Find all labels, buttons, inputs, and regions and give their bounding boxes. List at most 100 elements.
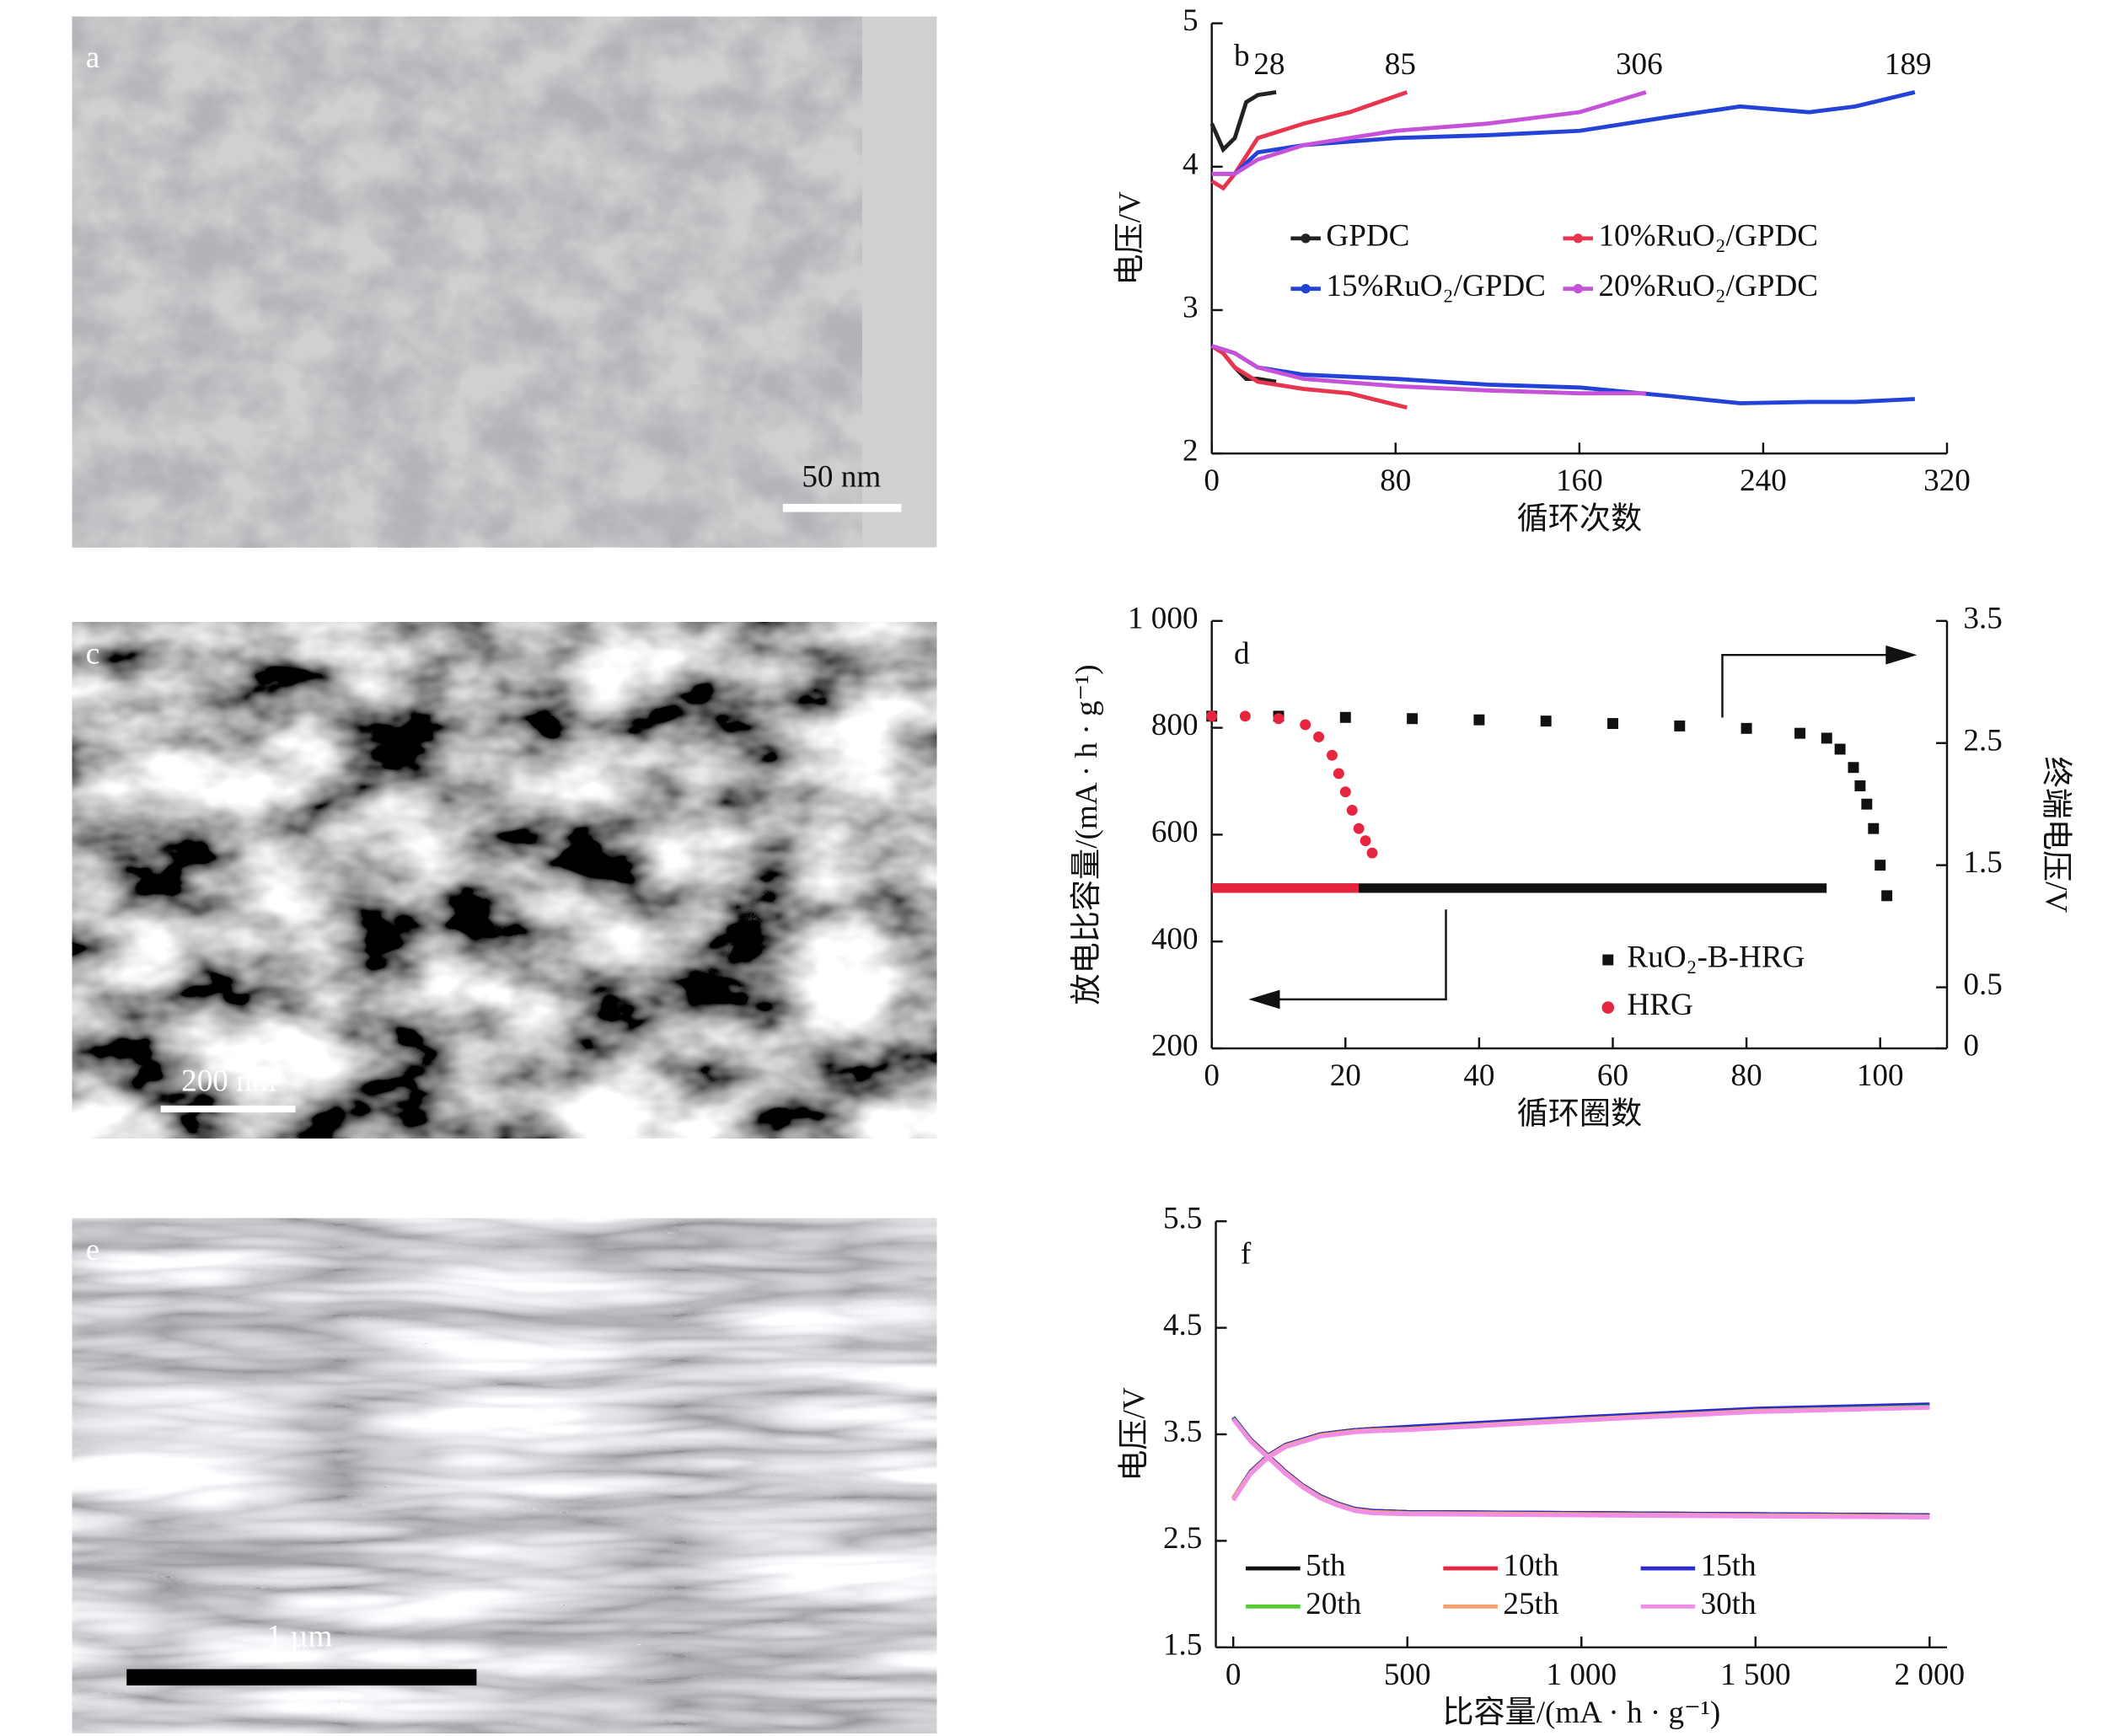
voltage-marker	[1848, 762, 1859, 774]
x-tick-label: 2 000	[1895, 1658, 1966, 1692]
x-tick-label: 20	[1330, 1058, 1361, 1093]
x-tick-label: 1 000	[1546, 1658, 1617, 1692]
micrograph-e: e 1 µm	[72, 1218, 937, 1733]
y-tick-label: 4	[1183, 147, 1199, 181]
legend-marker	[1602, 954, 1614, 966]
legend-marker	[1301, 284, 1311, 294]
y2-tick-label: 0	[1963, 1029, 1979, 1064]
voltage-marker	[1875, 860, 1886, 871]
y-tick-label: 3.5	[1163, 1415, 1202, 1449]
panel-label: b	[1234, 39, 1250, 73]
voltage-marker	[1333, 768, 1344, 780]
y-axis-title: 电压/V	[1113, 191, 1148, 286]
voltage-marker	[1353, 822, 1365, 834]
x-tick-label: 1 500	[1720, 1658, 1791, 1692]
panel-label: a	[86, 40, 100, 75]
y-axis-title: 放电比容量/(mA · h · g⁻¹)	[1069, 664, 1104, 1005]
voltage-marker	[1794, 727, 1805, 739]
scale-bar-label: 200 nm	[181, 1064, 276, 1099]
charge-curve	[1211, 90, 1916, 176]
scale-bar-label: 50 nm	[802, 459, 881, 494]
voltage-marker	[1206, 710, 1218, 722]
y-tick-label: 2.5	[1163, 1521, 1202, 1556]
voltage-marker	[1674, 720, 1686, 731]
legend-marker	[1573, 233, 1583, 244]
voltage-marker	[1346, 804, 1358, 816]
y-tick-label: 200	[1151, 1029, 1199, 1064]
y2-tick-label: 3.5	[1963, 601, 2002, 635]
voltage-marker	[1366, 847, 1378, 859]
legend-label: 10th	[1503, 1549, 1558, 1583]
x-axis-title: 循环圈数	[1517, 1096, 1643, 1131]
voltage-marker	[1868, 822, 1880, 834]
annotation: 189	[1885, 47, 1932, 82]
annotation: 85	[1385, 47, 1416, 82]
panel-label: f	[1241, 1237, 1252, 1272]
discharge-curve	[1210, 344, 1408, 410]
annotation: 306	[1616, 47, 1663, 82]
legend-label: 5th	[1306, 1549, 1346, 1583]
x-tick-label: 240	[1740, 463, 1787, 498]
voltage-marker	[1339, 711, 1351, 723]
voltage-marker	[1473, 714, 1485, 726]
panel-label: c	[86, 636, 100, 671]
x-tick-label: 0	[1226, 1658, 1242, 1692]
voltage-marker	[1407, 713, 1419, 725]
voltage-marker	[1273, 713, 1285, 725]
x-tick-label: 0	[1204, 1058, 1220, 1093]
legend-marker	[1301, 233, 1311, 244]
voltage-marker	[1854, 780, 1866, 791]
y-tick-label: 1 000	[1128, 601, 1199, 635]
voltage-marker	[1326, 749, 1338, 761]
x-tick-label: 500	[1384, 1658, 1431, 1692]
annotation: 28	[1253, 47, 1285, 82]
x-axis-title: 比容量/(mA · h · g⁻¹)	[1442, 1695, 1720, 1730]
legend-label: GPDC	[1326, 218, 1409, 253]
voltage-marker	[1239, 710, 1251, 722]
voltage-marker	[1339, 786, 1351, 798]
legend-label: RuO₂-B-HRG	[1627, 940, 1805, 975]
legend-label: 20th	[1306, 1587, 1361, 1621]
y-tick-label: 3	[1183, 290, 1199, 324]
x-tick-label: 0	[1204, 463, 1220, 498]
x-tick-label: 160	[1556, 463, 1603, 498]
micrograph-c: c 200 nm	[72, 622, 937, 1139]
y2-tick-label: 0.5	[1963, 967, 2002, 1002]
y-tick-label: 800	[1151, 708, 1199, 742]
panel-label: e	[86, 1233, 100, 1267]
y-tick-label: 5	[1183, 3, 1199, 38]
legend-marker	[1601, 1001, 1615, 1014]
scale-bar-label: 1 µm	[266, 1620, 332, 1654]
x-tick-label: 100	[1857, 1058, 1904, 1093]
y2-tick-label: 1.5	[1963, 845, 2002, 880]
legend-marker	[1573, 284, 1583, 294]
discharge-curve	[1210, 344, 1646, 396]
y-tick-label: 400	[1151, 922, 1199, 956]
x-tick-label: 80	[1731, 1058, 1762, 1093]
x-tick-label: 80	[1380, 463, 1411, 498]
scale-bar	[782, 503, 902, 512]
y-tick-label: 4.5	[1163, 1308, 1202, 1342]
x-tick-label: 320	[1923, 463, 1971, 498]
axis-arrows	[1248, 645, 1918, 1010]
voltage-marker	[1300, 719, 1311, 731]
charge-curve	[1210, 89, 1277, 153]
voltage-marker	[1740, 722, 1752, 734]
scale-bar	[126, 1669, 477, 1686]
voltage-marker	[1821, 732, 1832, 744]
legend-label: 25th	[1503, 1587, 1558, 1621]
voltage-marker	[1540, 715, 1552, 727]
voltage-marker	[1861, 798, 1873, 810]
voltage-marker	[1313, 731, 1325, 742]
legend-label: 30th	[1701, 1587, 1757, 1621]
charge-curve	[1231, 1405, 1930, 1502]
x-axis-title: 循环次数	[1517, 501, 1643, 536]
micrograph-a: a 50 nm	[72, 16, 937, 548]
y-tick-label: 600	[1151, 815, 1199, 849]
y-tick-label: 2	[1183, 434, 1199, 469]
charge-curve	[1210, 90, 1408, 191]
y-tick-label: 1.5	[1163, 1627, 1202, 1662]
y2-axis-title: 终端电压/V	[2038, 757, 2073, 914]
legend-label: 10%RuO₂/GPDC	[1598, 218, 1818, 253]
